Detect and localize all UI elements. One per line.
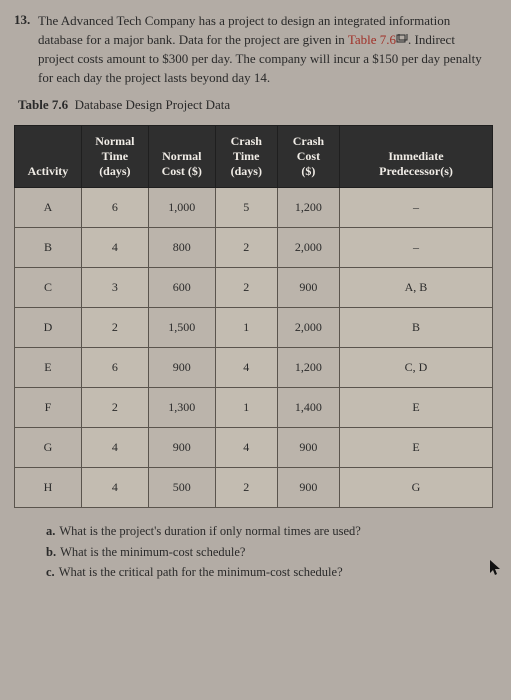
cell-nt: 4 [81, 428, 148, 468]
cell-nc: 500 [148, 468, 215, 508]
cell-activity: B [15, 228, 82, 268]
cell-ct: 1 [215, 388, 277, 428]
cell-cc: 2,000 [277, 308, 339, 348]
cell-pred: G [339, 468, 492, 508]
table-row: G49004900E [15, 428, 493, 468]
cell-activity: E [15, 348, 82, 388]
question-text: The Advanced Tech Company has a project … [38, 12, 493, 87]
question-block: 13. The Advanced Tech Company has a proj… [14, 12, 493, 87]
subq-label: a. [46, 524, 55, 538]
subq-c: c. What is the critical path for the mini… [46, 563, 493, 582]
th-activity: Activity [15, 126, 82, 188]
subq-text: What is the minimum-cost schedule? [60, 545, 245, 559]
table-body: A61,00051,200– B480022,000– C36002900A, … [15, 188, 493, 508]
cursor-icon [489, 559, 503, 582]
cell-nc: 800 [148, 228, 215, 268]
cell-nc: 1,000 [148, 188, 215, 228]
cell-nc: 900 [148, 348, 215, 388]
cell-ct: 5 [215, 188, 277, 228]
cell-nt: 4 [81, 468, 148, 508]
subq-a: a. What is the project's duration if only… [46, 522, 493, 541]
th-crash-time: Crash Time (days) [215, 126, 277, 188]
cell-ct: 2 [215, 268, 277, 308]
th-normal-cost: Normal Cost ($) [148, 126, 215, 188]
cell-cc: 2,000 [277, 228, 339, 268]
cell-activity: D [15, 308, 82, 348]
cell-pred: E [339, 388, 492, 428]
cell-ct: 4 [215, 428, 277, 468]
table-row: B480022,000– [15, 228, 493, 268]
cell-ct: 4 [215, 348, 277, 388]
cell-activity: G [15, 428, 82, 468]
table-row: F21,30011,400E [15, 388, 493, 428]
cell-cc: 900 [277, 428, 339, 468]
cell-nc: 1,300 [148, 388, 215, 428]
subq-label: b. [46, 545, 56, 559]
table-row: D21,50012,000B [15, 308, 493, 348]
th-predecessors: Immediate Predecessor(s) [339, 126, 492, 188]
cell-nt: 2 [81, 388, 148, 428]
cell-activity: C [15, 268, 82, 308]
cell-pred: C, D [339, 348, 492, 388]
cell-pred: B [339, 308, 492, 348]
table-row: H45002900G [15, 468, 493, 508]
cell-nt: 6 [81, 348, 148, 388]
cell-nc: 600 [148, 268, 215, 308]
table-header-row: Activity Normal Time (days) Normal Cost … [15, 126, 493, 188]
caption-title: Database Design Project Data [75, 97, 231, 112]
cell-activity: F [15, 388, 82, 428]
cell-ct: 1 [215, 308, 277, 348]
question-number: 13. [14, 12, 32, 28]
cell-activity: H [15, 468, 82, 508]
subq-text: What is the project's duration if only n… [59, 524, 360, 538]
table-row: C36002900A, B [15, 268, 493, 308]
cell-cc: 1,200 [277, 188, 339, 228]
cell-cc: 900 [277, 268, 339, 308]
cell-pred: – [339, 188, 492, 228]
cell-nt: 4 [81, 228, 148, 268]
cell-nc: 1,500 [148, 308, 215, 348]
cell-cc: 1,400 [277, 388, 339, 428]
table-row: E690041,200C, D [15, 348, 493, 388]
project-data-table: Activity Normal Time (days) Normal Cost … [14, 125, 493, 508]
cell-pred: E [339, 428, 492, 468]
cell-cc: 900 [277, 468, 339, 508]
cell-nt: 6 [81, 188, 148, 228]
subq-b: b. What is the minimum-cost schedule? [46, 543, 493, 562]
table-ref-link[interactable]: Table 7.6 [348, 32, 396, 47]
table-row: A61,00051,200– [15, 188, 493, 228]
cell-nt: 3 [81, 268, 148, 308]
cell-nc: 900 [148, 428, 215, 468]
cell-ct: 2 [215, 228, 277, 268]
th-normal-time: Normal Time (days) [81, 126, 148, 188]
cell-activity: A [15, 188, 82, 228]
subquestions: a. What is the project's duration if only… [46, 522, 493, 582]
cell-cc: 1,200 [277, 348, 339, 388]
table-caption: Table 7.6 Database Design Project Data [18, 97, 493, 113]
subq-label: c. [46, 565, 55, 579]
popup-icon[interactable] [396, 31, 408, 50]
cell-nt: 2 [81, 308, 148, 348]
th-crash-cost: Crash Cost ($) [277, 126, 339, 188]
caption-label: Table 7.6 [18, 97, 68, 112]
cell-pred: A, B [339, 268, 492, 308]
cell-ct: 2 [215, 468, 277, 508]
subq-text: What is the critical path for the minimu… [59, 565, 343, 579]
cell-pred: – [339, 228, 492, 268]
